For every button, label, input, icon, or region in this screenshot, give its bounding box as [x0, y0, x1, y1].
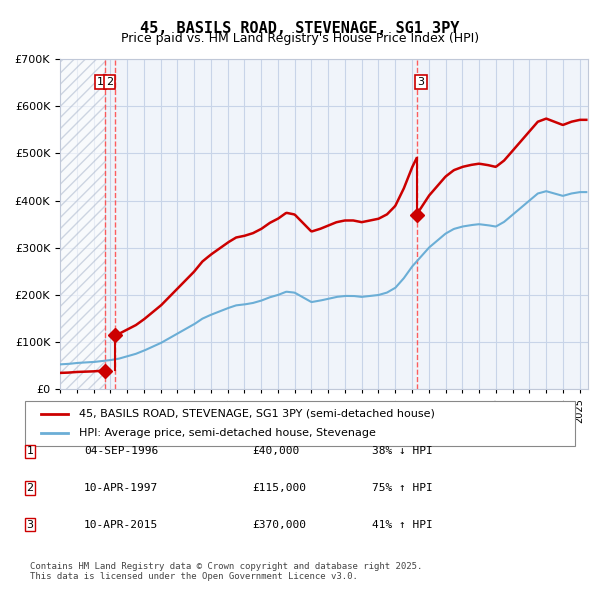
Polygon shape	[60, 59, 105, 389]
Text: 38% ↓ HPI: 38% ↓ HPI	[372, 447, 433, 456]
Text: 1: 1	[97, 77, 104, 87]
Text: 2: 2	[106, 77, 113, 87]
Text: Contains HM Land Registry data © Crown copyright and database right 2025.
This d: Contains HM Land Registry data © Crown c…	[30, 562, 422, 581]
Text: 1: 1	[26, 447, 34, 456]
FancyBboxPatch shape	[25, 401, 575, 446]
Text: £370,000: £370,000	[252, 520, 306, 529]
Text: 45, BASILS ROAD, STEVENAGE, SG1 3PY: 45, BASILS ROAD, STEVENAGE, SG1 3PY	[140, 21, 460, 35]
Text: 75% ↑ HPI: 75% ↑ HPI	[372, 483, 433, 493]
Text: 10-APR-2015: 10-APR-2015	[84, 520, 158, 529]
Text: 04-SEP-1996: 04-SEP-1996	[84, 447, 158, 456]
Text: HPI: Average price, semi-detached house, Stevenage: HPI: Average price, semi-detached house,…	[79, 428, 376, 438]
Text: 41% ↑ HPI: 41% ↑ HPI	[372, 520, 433, 529]
Text: £115,000: £115,000	[252, 483, 306, 493]
Text: 3: 3	[418, 77, 424, 87]
Text: 3: 3	[26, 520, 34, 529]
Text: 10-APR-1997: 10-APR-1997	[84, 483, 158, 493]
Text: Price paid vs. HM Land Registry's House Price Index (HPI): Price paid vs. HM Land Registry's House …	[121, 32, 479, 45]
Text: £40,000: £40,000	[252, 447, 299, 456]
Text: 2: 2	[26, 483, 34, 493]
Text: 45, BASILS ROAD, STEVENAGE, SG1 3PY (semi-detached house): 45, BASILS ROAD, STEVENAGE, SG1 3PY (sem…	[79, 409, 434, 418]
